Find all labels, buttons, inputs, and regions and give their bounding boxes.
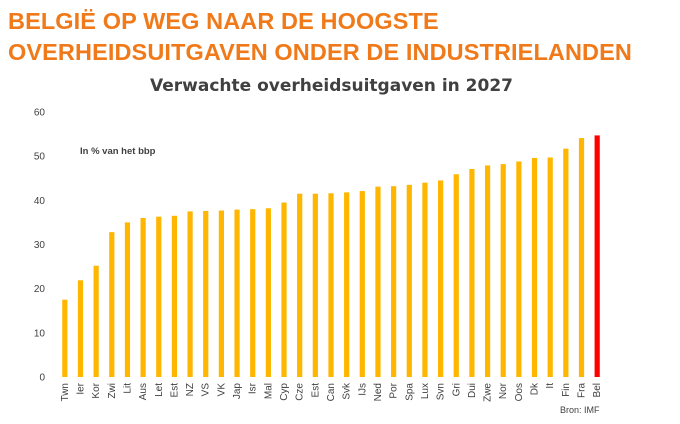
x-tick-label: Svk bbox=[342, 382, 353, 400]
x-tick-label: Zwe bbox=[483, 383, 494, 402]
x-tick-label: Est bbox=[310, 383, 321, 398]
x-tick-label: It bbox=[545, 383, 556, 389]
bar-por bbox=[391, 186, 397, 377]
x-tick-label: Isr bbox=[248, 382, 259, 394]
x-tick-label: Jap bbox=[232, 383, 243, 400]
y-tick-label: 50 bbox=[34, 152, 46, 163]
bar-zwi bbox=[109, 232, 115, 377]
x-tick-label: IJs bbox=[357, 383, 368, 396]
bar-isr bbox=[250, 209, 256, 377]
unit-annotation: In % van het bbp bbox=[80, 146, 156, 157]
bar-gri bbox=[453, 174, 459, 377]
x-tick-label: Ier bbox=[75, 382, 86, 394]
x-tick-label: Por bbox=[389, 382, 400, 398]
bar-svn bbox=[438, 180, 444, 377]
bar-nz bbox=[187, 211, 193, 377]
x-tick-label: Cyp bbox=[279, 383, 290, 401]
chart-title: Verwachte overheidsuitgaven in 2027 bbox=[150, 76, 513, 96]
bar-let bbox=[156, 216, 162, 377]
bar-series bbox=[62, 135, 600, 377]
bar-dui bbox=[469, 168, 475, 377]
x-tick-label: VS bbox=[201, 383, 212, 397]
bar-dk bbox=[531, 157, 538, 377]
bar-svk bbox=[344, 192, 350, 377]
x-tick-label: Svn bbox=[436, 383, 447, 400]
y-tick-label: 20 bbox=[34, 284, 46, 295]
bar-bel bbox=[594, 135, 600, 377]
bar-spa bbox=[406, 184, 412, 377]
x-tick-label: Fin bbox=[561, 383, 572, 397]
bar-ier bbox=[77, 280, 84, 377]
x-tick-label: Lit bbox=[122, 383, 133, 394]
bar-it bbox=[547, 157, 553, 377]
x-tick-label: Dui bbox=[467, 383, 478, 398]
bar-vk bbox=[218, 210, 224, 377]
y-tick-label: 30 bbox=[34, 240, 46, 251]
bar-mal bbox=[265, 208, 271, 377]
bar-fin bbox=[563, 148, 569, 377]
bar-aus bbox=[140, 218, 146, 377]
bar-ned bbox=[375, 186, 381, 377]
x-tick-label: Dk bbox=[530, 382, 541, 395]
bar-est bbox=[171, 215, 178, 377]
bar-nor bbox=[500, 164, 506, 377]
headline-line-2: OVERHEIDSUITGAVEN ONDER DE INDUSTRIELAND… bbox=[8, 39, 632, 65]
x-tick-label: Spa bbox=[404, 383, 415, 401]
headline: BELGIË OP WEG NAAR DE HOOGSTE OVERHEIDSU… bbox=[8, 6, 676, 68]
x-tick-label: Oos bbox=[514, 383, 525, 401]
bar-cyp bbox=[281, 202, 287, 377]
x-tick-label: Aus bbox=[138, 383, 149, 400]
x-tick-label: Lux bbox=[420, 383, 431, 399]
y-axis: 0 10 20 30 40 50 60 bbox=[34, 108, 46, 384]
bar-jap bbox=[234, 209, 240, 377]
x-tick-label: Kor bbox=[91, 382, 102, 398]
x-tick-label: Ned bbox=[373, 383, 384, 401]
x-axis-labels: Twn Ier Kor Zwi Lit Aus Let Est NZ VS VK Jap Isr Mal C… bbox=[60, 382, 603, 402]
bar-lux bbox=[422, 182, 428, 377]
bar-kor bbox=[93, 265, 99, 377]
y-tick-label: 40 bbox=[34, 196, 46, 207]
bar-zwe bbox=[484, 165, 491, 377]
bar-can bbox=[328, 193, 334, 377]
x-tick-label: Let bbox=[154, 383, 165, 397]
bar-vs bbox=[203, 210, 209, 377]
bar-oos bbox=[516, 161, 522, 377]
x-tick-label: Cze bbox=[295, 383, 306, 401]
x-tick-label: Fra bbox=[577, 383, 588, 398]
bar-est bbox=[312, 193, 318, 377]
x-tick-label: Gri bbox=[451, 383, 462, 396]
source-note: Bron: IMF bbox=[560, 405, 600, 415]
bar-fra bbox=[578, 138, 585, 377]
bar-cze bbox=[297, 193, 303, 377]
x-tick-label: Zwi bbox=[107, 383, 118, 399]
x-tick-label: Est bbox=[169, 383, 180, 398]
bar-twn bbox=[62, 299, 68, 377]
x-tick-label: Twn bbox=[60, 383, 71, 401]
headline-line-1: BELGIË OP WEG NAAR DE HOOGSTE bbox=[8, 8, 439, 34]
x-tick-label: Bel bbox=[592, 383, 603, 397]
bar-lit bbox=[124, 222, 131, 377]
x-tick-label: Can bbox=[326, 383, 337, 401]
bar-ijs bbox=[359, 191, 365, 377]
y-tick-label: 60 bbox=[34, 108, 46, 119]
x-tick-label: NZ bbox=[185, 383, 196, 396]
x-tick-label: Nor bbox=[498, 382, 509, 399]
y-tick-label: 0 bbox=[39, 373, 45, 384]
x-tick-label: Mal bbox=[263, 383, 274, 399]
y-tick-label: 10 bbox=[34, 328, 46, 339]
x-tick-label: VK bbox=[216, 383, 227, 397]
